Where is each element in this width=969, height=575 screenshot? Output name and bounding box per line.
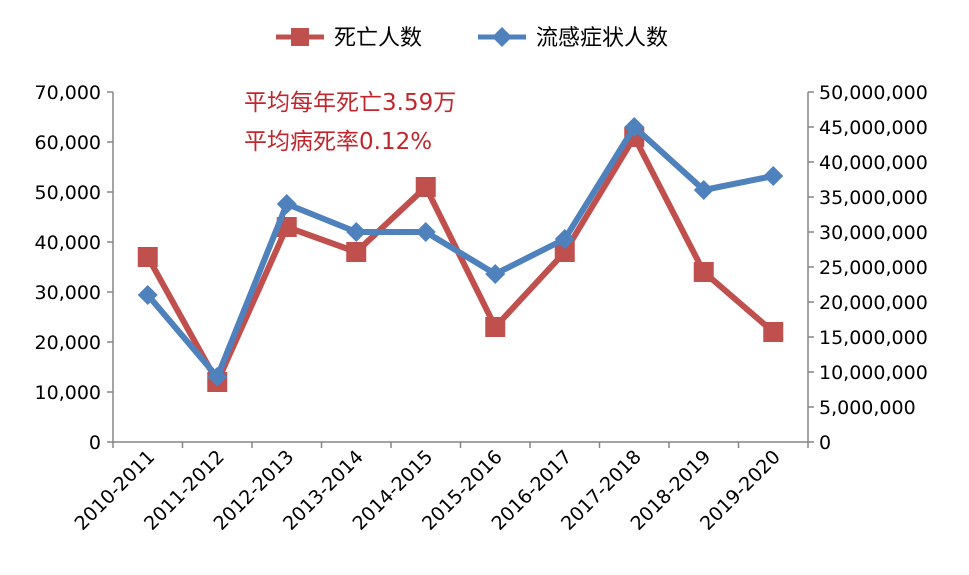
y-tick-label-right: 5,000,000: [819, 397, 916, 419]
legend-marker-flu: [492, 27, 512, 47]
legend-item-deaths: 死亡人数: [276, 26, 422, 51]
data-point-flu: [763, 166, 784, 186]
series-layer: [137, 117, 784, 392]
y-tick-label-left: 10,000: [35, 382, 101, 404]
y-tick-label-left: 70,000: [35, 82, 101, 104]
data-point-flu: [346, 222, 367, 242]
legend-label-deaths: 死亡人数: [334, 26, 422, 51]
data-point-flu: [693, 180, 714, 200]
series-line-flu: [144, 124, 777, 380]
y-tick-label-left: 50,000: [35, 182, 101, 204]
data-point-deaths: [346, 242, 367, 262]
data-point-flu: [207, 366, 228, 387]
y-tick-label-left: 20,000: [35, 332, 101, 354]
y-tick-label-right: 50,000,000: [819, 82, 928, 104]
series-line-deaths: [144, 134, 777, 385]
annotation-average-deaths: 平均每年死亡3.59万: [244, 90, 456, 116]
y-tick-label-right: 25,000,000: [819, 257, 928, 279]
y-tick-label-left: 30,000: [35, 282, 101, 304]
y-tick-label-right: 0: [819, 432, 831, 454]
legend-item-flu: 流感症状人数: [478, 26, 668, 51]
data-point-flu: [415, 222, 436, 242]
data-point-flu: [624, 117, 645, 137]
data-point-flu: [485, 264, 506, 284]
data-point-deaths: [485, 317, 506, 337]
data-point-deaths: [137, 247, 158, 267]
data-point-flu: [554, 229, 575, 249]
data-point-flu: [276, 194, 297, 214]
data-point-deaths: [763, 322, 784, 342]
y-tick-label-left: 40,000: [35, 232, 101, 254]
legend-label-flu: 流感症状人数: [536, 26, 668, 51]
y-tick-label-right: 15,000,000: [819, 327, 928, 349]
y-tick-label-right: 45,000,000: [819, 117, 928, 139]
y-tick-label-left: 0: [89, 432, 101, 454]
y-tick-label-right: 20,000,000: [819, 292, 928, 314]
y-tick-label-right: 10,000,000: [819, 362, 928, 384]
annotation-fatality-rate: 平均病死率0.12%: [244, 129, 432, 155]
data-point-deaths: [693, 262, 714, 282]
data-point-deaths: [554, 242, 575, 262]
axes: 0 10,000 20,000 30,000 40,000 50,000 60,000 70,…: [35, 82, 928, 535]
data-point-deaths: [415, 177, 436, 197]
y-tick-label-right: 35,000,000: [819, 187, 928, 209]
annotation-box: 平均每年死亡3.59万 平均病死率0.12%: [244, 90, 456, 155]
legend-marker-deaths: [291, 28, 309, 46]
legend: 死亡人数 流感症状人数: [276, 26, 668, 51]
y-tick-label-left: 60,000: [35, 132, 101, 154]
data-point-flu: [137, 285, 158, 305]
y-tick-label-right: 30,000,000: [819, 222, 928, 244]
y-tick-label-right: 40,000,000: [819, 152, 928, 174]
